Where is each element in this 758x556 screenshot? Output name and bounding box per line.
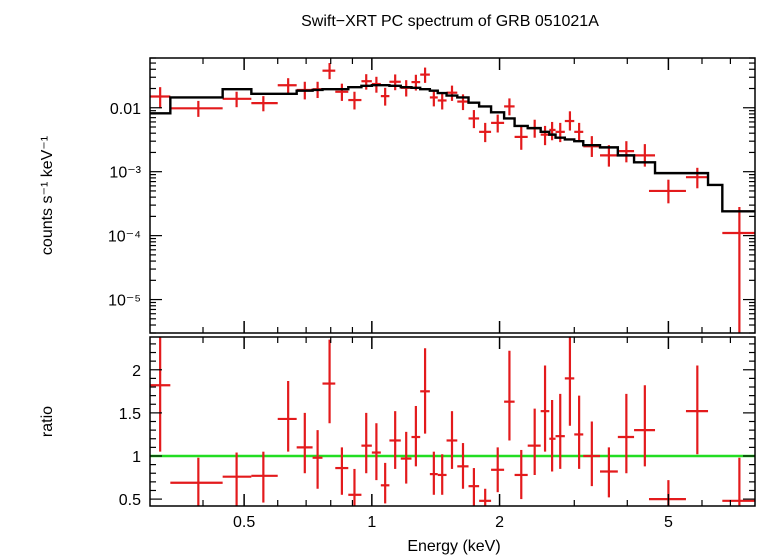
spectrum-data-point: [361, 74, 372, 90]
spectrum-data-point: [322, 63, 336, 80]
x-tick-label: 1: [367, 514, 376, 531]
ratio-data-point: [564, 337, 575, 426]
spectrum-data-point: [564, 111, 575, 131]
ratio-axis-ticks: 0.5 1 2 5 0.5 1 1.5 2: [119, 337, 755, 531]
x-tick-label: 5: [664, 514, 673, 531]
spectrum-data-point: [514, 127, 528, 150]
spectrum-data-point: [277, 78, 297, 94]
spectrum-data-point: [170, 100, 223, 117]
ratio-panel-frame: [149, 336, 756, 507]
spectrum-data-point: [348, 91, 362, 110]
ratio-data-point: [468, 468, 480, 506]
ratio-data-point: [504, 350, 515, 441]
spectrum-data-point: [574, 122, 584, 143]
ratio-data-point: [389, 411, 401, 469]
spectrum-data-point: [222, 91, 252, 108]
spectrum-data-point: [685, 167, 709, 189]
ratio-data-point: [277, 380, 297, 452]
ratio-data-point: [540, 365, 550, 452]
ratio-y-tick-label: 2: [132, 363, 141, 380]
ratio-data-point: [634, 385, 656, 467]
model-step-path: [150, 84, 755, 213]
ratio-data-point: [574, 395, 584, 469]
spectrum-data-point: [540, 125, 550, 146]
spectrum-panel: 0.01 10⁻³ 10⁻⁴ 10⁻⁵: [108, 57, 756, 334]
ratio-data-point: [296, 412, 313, 474]
chart-title: Swift−XRT PC spectrum of GRB 051021A: [301, 13, 599, 30]
ratio-data-point: [380, 462, 390, 504]
ratio-data-point: [429, 451, 438, 495]
spectrum-y-tick-label: 0.01: [110, 101, 141, 118]
ratio-data-point: [437, 454, 447, 495]
spectrum-data-point: [468, 110, 480, 129]
x-axis-label: Energy (keV): [407, 538, 500, 555]
spectrum-data-point: [420, 67, 430, 83]
ratio-data-point: [312, 430, 323, 489]
ratio-y-tick-label: 0.5: [119, 492, 141, 509]
ratio-y-axis-label: ratio: [39, 406, 56, 437]
ratio-data-point: [479, 488, 492, 506]
ratio-data-point: [457, 443, 469, 489]
spectrum-data-point: [504, 98, 515, 116]
ratio-data-point: [222, 452, 252, 506]
spectrum-y-tick-label: 10⁻⁴: [108, 229, 141, 246]
ratio-data-point: [170, 457, 223, 506]
ratio-data-point: [348, 468, 362, 506]
ratio-data-point: [555, 393, 565, 469]
spectrum-data-point: [429, 89, 438, 107]
spectrum-y-tick-label: 10⁻⁵: [108, 293, 141, 310]
spectrum-data-point: [150, 87, 171, 109]
spectrum-data-point: [389, 74, 401, 91]
ratio-data-point: [371, 423, 381, 481]
spectrum-y-tick-label: 10⁻³: [109, 165, 141, 182]
ratio-data-point: [583, 421, 601, 487]
ratio-data-point: [514, 449, 528, 500]
spectrum-axis-ticks: 0.01 10⁻³ 10⁻⁴ 10⁻⁵: [108, 57, 755, 334]
spectrum-data-point: [549, 121, 556, 141]
ratio-data-point: [446, 411, 458, 469]
ratio-data-point: [322, 339, 336, 424]
x-tick-label: 2: [495, 514, 504, 531]
ratio-data-point: [527, 408, 541, 475]
ratio-data-point: [420, 348, 430, 434]
spectrum-data-point: [722, 207, 755, 333]
spectrum-data-point: [437, 92, 447, 110]
ratio-data-point: [361, 412, 372, 474]
ratio-data-point: [335, 447, 349, 495]
ratio-data-point: [400, 431, 412, 484]
ratio-data-points: [150, 337, 755, 506]
ratio-panel: 0.5 1 2 5 0.5 1 1.5 2: [119, 336, 756, 531]
ratio-data-point: [685, 365, 709, 455]
ratio-y-tick-label: 1.5: [119, 406, 141, 423]
spectrum-data-point: [335, 83, 349, 101]
x-tick-label: 0.5: [233, 514, 255, 531]
ratio-data-point: [491, 447, 505, 493]
ratio-data-point: [411, 405, 421, 467]
spectrum-data-point: [380, 87, 390, 106]
ratio-data-point: [722, 457, 755, 506]
spectrum-panel-frame: [149, 57, 756, 334]
spectrum-data-point: [617, 141, 635, 163]
ratio-data-point: [251, 451, 278, 503]
spectrum-data-point: [600, 145, 618, 167]
spectrum-data-point: [648, 179, 686, 204]
ratio-data-point: [549, 399, 556, 472]
ratio-data-point: [617, 393, 635, 474]
model-step-line: [150, 84, 755, 213]
spectrum-data-point: [251, 96, 278, 112]
ratio-data-point: [600, 447, 618, 498]
ratio-y-tick-label: 1: [132, 449, 141, 466]
spectrum-data-point: [479, 122, 492, 143]
spectrum-data-point: [446, 85, 458, 101]
spectrum-data-point: [491, 114, 505, 133]
ratio-data-point: [150, 337, 171, 452]
spectrum-data-point: [555, 122, 565, 143]
spectrum-y-axis-label: counts s⁻¹ keV⁻¹: [39, 136, 56, 255]
